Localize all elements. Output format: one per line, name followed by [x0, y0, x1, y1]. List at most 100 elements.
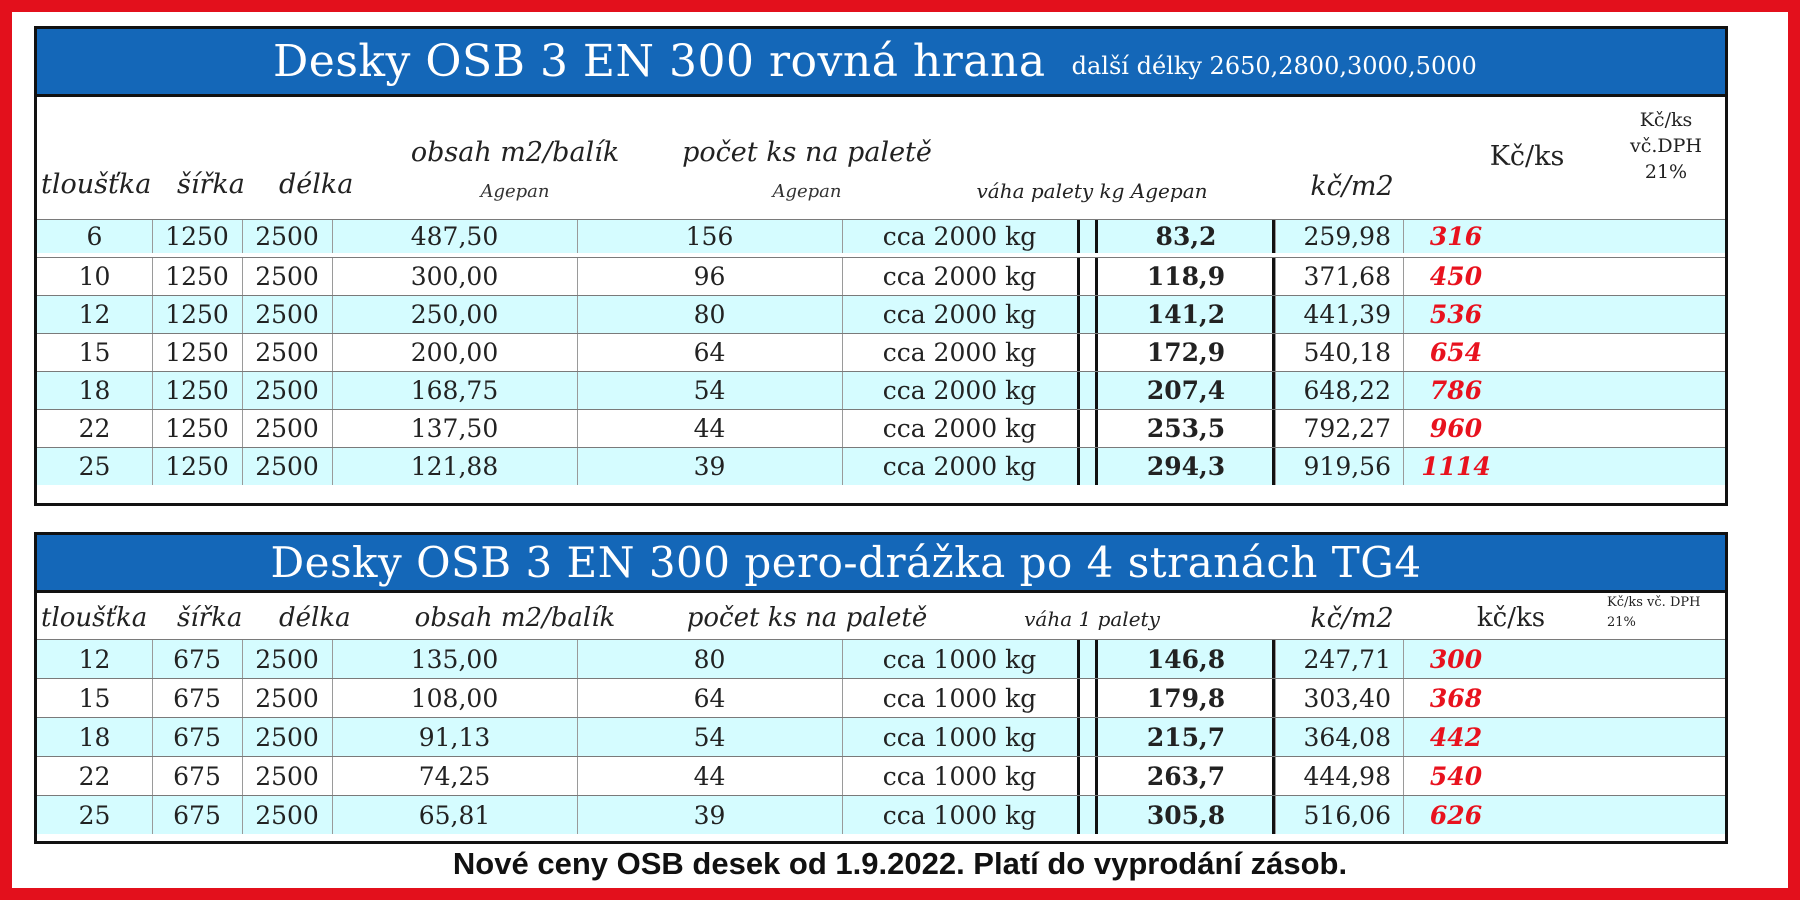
column-divider	[242, 334, 243, 371]
cell-sirka: 675	[173, 683, 221, 713]
column-divider-heavy	[1077, 718, 1080, 756]
column-divider	[332, 796, 333, 834]
column-divider	[842, 220, 843, 253]
table-row: 10 1250 2500 300,00 96 cca 2000 kg 118,9 371,68…	[37, 257, 1725, 295]
header-vaha: váha palety kg Agepan	[976, 179, 1208, 203]
column-divider	[1275, 640, 1276, 678]
cell-pocet: 156	[685, 222, 734, 251]
cell-price-vat: 368	[1429, 683, 1483, 713]
cell-delka: 2500	[255, 800, 319, 830]
column-divider	[152, 220, 153, 253]
cell-pocet: 54	[693, 376, 726, 405]
header-delka: délka	[279, 169, 354, 200]
column-divider-heavy	[1077, 296, 1080, 333]
cell-vaha: cca 2000 kg	[882, 300, 1037, 329]
column-divider	[332, 718, 333, 756]
column-divider	[577, 796, 578, 834]
cell-vaha: cca 1000 kg	[882, 722, 1037, 752]
cell-sirka: 1250	[165, 414, 229, 443]
column-divider	[242, 258, 243, 295]
column-divider-heavy	[1272, 757, 1275, 795]
column-divider-heavy	[1272, 796, 1275, 834]
cell-sirka: 675	[173, 761, 221, 791]
column-divider	[577, 757, 578, 795]
column-divider	[332, 410, 333, 447]
column-divider-heavy	[1272, 220, 1275, 253]
cell-sirka: 675	[173, 644, 221, 674]
cell-vaha: cca 2000 kg	[882, 376, 1037, 405]
header-kcdph-line3: 21%	[1644, 161, 1688, 183]
column-divider-heavy	[1095, 334, 1098, 371]
price-table-straight-edge: Desky OSB 3 EN 300 rovná hrana další dél…	[34, 26, 1728, 506]
column-divider	[152, 448, 153, 485]
header-tloustka: tloušťka	[41, 169, 152, 200]
column-divider-heavy	[1077, 410, 1080, 447]
column-divider	[577, 679, 578, 717]
table-title: Desky OSB 3 EN 300 rovná hrana další dél…	[37, 29, 1725, 97]
column-divider	[842, 296, 843, 333]
column-divider	[842, 334, 843, 371]
cell-obsah: 135,00	[410, 644, 499, 674]
cell-obsah: 200,00	[410, 338, 499, 367]
cell-tloustka: 22	[78, 414, 111, 443]
column-divider	[842, 258, 843, 295]
column-divider	[842, 410, 843, 447]
cell-price-vat: 442	[1429, 722, 1483, 752]
column-divider	[1403, 757, 1404, 795]
column-divider	[842, 679, 843, 717]
cell-price-vat: 540	[1429, 761, 1483, 791]
column-divider-heavy	[1095, 718, 1098, 756]
cell-price-vat: 536	[1429, 300, 1483, 329]
cell-tloustka: 6	[86, 222, 103, 251]
column-divider	[242, 410, 243, 447]
header-tloustka: tloušťka	[41, 603, 148, 633]
footer-note: Nové ceny OSB desek od 1.9.2022. Platí d…	[452, 846, 1348, 881]
column-divider	[242, 372, 243, 409]
cell-delka: 2500	[255, 300, 319, 329]
cell-tloustka: 10	[78, 262, 111, 291]
cell-kcm2: 172,9	[1146, 338, 1226, 367]
cell-obsah: 108,00	[410, 683, 499, 713]
column-divider-heavy	[1272, 640, 1275, 678]
column-divider	[152, 718, 153, 756]
column-divider	[1403, 796, 1404, 834]
column-divider-heavy	[1272, 718, 1275, 756]
column-divider-heavy	[1077, 334, 1080, 371]
cell-sirka: 1250	[165, 222, 229, 251]
column-divider-heavy	[1272, 334, 1275, 371]
cell-kcm2: 294,3	[1146, 452, 1226, 481]
cell-pocet: 80	[693, 644, 726, 674]
column-divider-heavy	[1077, 796, 1080, 834]
table-row: 15 1250 2500 200,00 64 cca 2000 kg 172,9 540,18…	[37, 333, 1725, 371]
cell-sirka: 675	[173, 722, 221, 752]
cell-kcks: 648,22	[1303, 376, 1391, 405]
cell-kcm2: 305,8	[1146, 800, 1226, 830]
column-divider	[842, 718, 843, 756]
cell-tloustka: 25	[78, 452, 111, 481]
cell-vaha: cca 1000 kg	[882, 644, 1037, 674]
table-body: 6 1250 2500 487,50 156 cca 2000 kg 83,2 259,98 3…	[37, 219, 1725, 485]
cell-tloustka: 25	[78, 800, 111, 830]
column-divider	[577, 334, 578, 371]
table-row: 15 675 2500 108,00 64 cca 1000 kg 179,8 303,40 3…	[37, 678, 1725, 717]
price-table-tongue-groove: Desky OSB 3 EN 300 pero-drážka po 4 stra…	[34, 532, 1728, 844]
header-kcks: kč/ks	[1476, 603, 1546, 633]
column-divider	[1275, 757, 1276, 795]
column-divider-heavy	[1272, 448, 1275, 485]
column-divider-heavy	[1077, 220, 1080, 253]
column-divider	[152, 296, 153, 333]
column-divider	[1275, 796, 1276, 834]
cell-sirka: 1250	[165, 300, 229, 329]
column-divider	[1403, 679, 1404, 717]
column-divider	[242, 640, 243, 678]
cell-kcm2: 118,9	[1146, 262, 1226, 291]
header-pocet: počet ks na paletě	[682, 137, 932, 168]
column-divider	[842, 757, 843, 795]
cell-delka: 2500	[255, 683, 319, 713]
column-divider	[152, 640, 153, 678]
column-divider-heavy	[1272, 258, 1275, 295]
header-sirka: šířka	[177, 169, 245, 200]
column-divider	[152, 679, 153, 717]
column-divider	[242, 679, 243, 717]
